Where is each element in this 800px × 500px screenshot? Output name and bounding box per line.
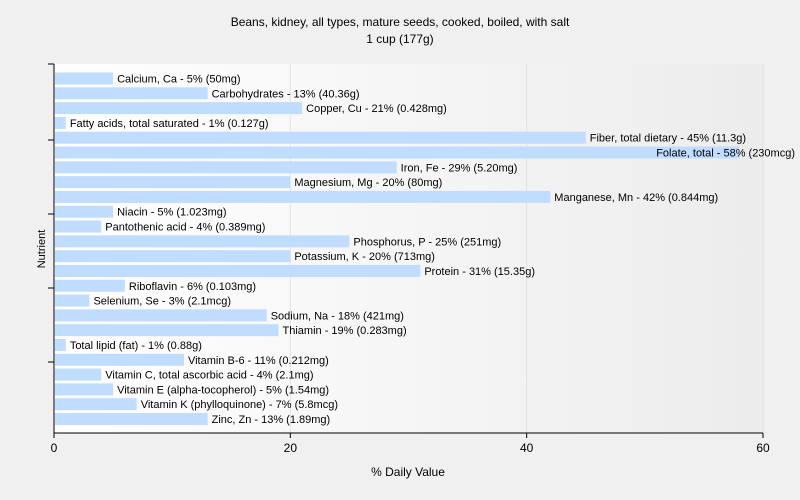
bar — [55, 353, 184, 366]
x-tick-label: 0 — [51, 441, 58, 455]
x-tick-label: 20 — [284, 441, 298, 455]
bar-label: Folate, total - 58% (230mcg) — [656, 148, 795, 160]
bar-label: Pantothenic acid - 4% (0.389mg) — [105, 222, 265, 234]
bar-label: Copper, Cu - 21% (0.428mg) — [306, 103, 447, 115]
bar — [55, 309, 267, 322]
plot-area — [54, 64, 764, 433]
bar-label: Potassium, K - 20% (713mg) — [294, 251, 435, 263]
bar-label: Vitamin E (alpha-tocopherol) - 5% (1.54m… — [117, 384, 329, 396]
bar — [55, 190, 551, 203]
bar — [55, 116, 66, 129]
bar-label: Thiamin - 19% (0.283mg) — [283, 325, 407, 337]
bar — [55, 161, 397, 174]
bar — [55, 264, 421, 277]
bar-label: Vitamin B-6 - 11% (0.212mg) — [188, 355, 329, 367]
bar-label: Riboflavin - 6% (0.103mg) — [129, 281, 256, 293]
bar — [55, 294, 90, 307]
bar-label: Phosphorus, P - 25% (251mg) — [353, 236, 501, 248]
bar — [55, 368, 102, 381]
bar — [55, 72, 114, 85]
bar-label: Selenium, Se - 3% (2.1mcg) — [93, 296, 231, 308]
bar — [55, 398, 137, 411]
bar — [55, 102, 303, 115]
bar-label: Vitamin C, total ascorbic acid - 4% (2.1… — [105, 370, 313, 382]
bar — [55, 205, 114, 218]
bar-label: Fatty acids, total saturated - 1% (0.127… — [70, 118, 269, 130]
bar-label: Carbohydrates - 13% (40.36g) — [212, 88, 360, 100]
bar — [55, 87, 208, 100]
bar — [55, 383, 114, 396]
bar-label: Vitamin K (phylloquinone) - 7% (5.8mcg) — [141, 399, 338, 411]
bar-label: Niacin - 5% (1.023mg) — [117, 207, 226, 219]
x-tick-label: 60 — [756, 441, 770, 455]
bar-label: Protein - 31% (15.35g) — [424, 266, 535, 278]
bar-label: Manganese, Mn - 42% (0.844mg) — [554, 192, 718, 204]
bar-label: Zinc, Zn - 13% (1.89mg) — [212, 414, 331, 426]
bar — [55, 279, 125, 292]
bar — [55, 131, 586, 144]
bar — [55, 324, 279, 337]
bar — [55, 146, 740, 159]
bar — [55, 235, 350, 248]
bar — [55, 413, 208, 425]
bar-label: Sodium, Na - 18% (421mg) — [271, 310, 404, 322]
bar — [55, 220, 102, 233]
x-tick-label: 40 — [520, 441, 534, 455]
x-axis-label: % Daily Value — [371, 465, 445, 479]
bar-label: Fiber, total dietary - 45% (11.3g) — [590, 133, 746, 145]
bar — [55, 338, 66, 351]
y-axis-label: Nutrient — [36, 230, 48, 269]
bar-label: Magnesium, Mg - 20% (80mg) — [294, 177, 442, 189]
bar-label: Total lipid (fat) - 1% (0.88g) — [70, 340, 202, 352]
bar-label: Iron, Fe - 29% (5.20mg) — [401, 162, 518, 174]
bar-label: Calcium, Ca - 5% (50mg) — [117, 74, 240, 86]
chart-title: Beans, kidney, all types, mature seeds, … — [230, 15, 570, 29]
bar — [55, 176, 291, 189]
chart-subtitle: 1 cup (177g) — [366, 32, 434, 46]
bar — [55, 250, 291, 263]
